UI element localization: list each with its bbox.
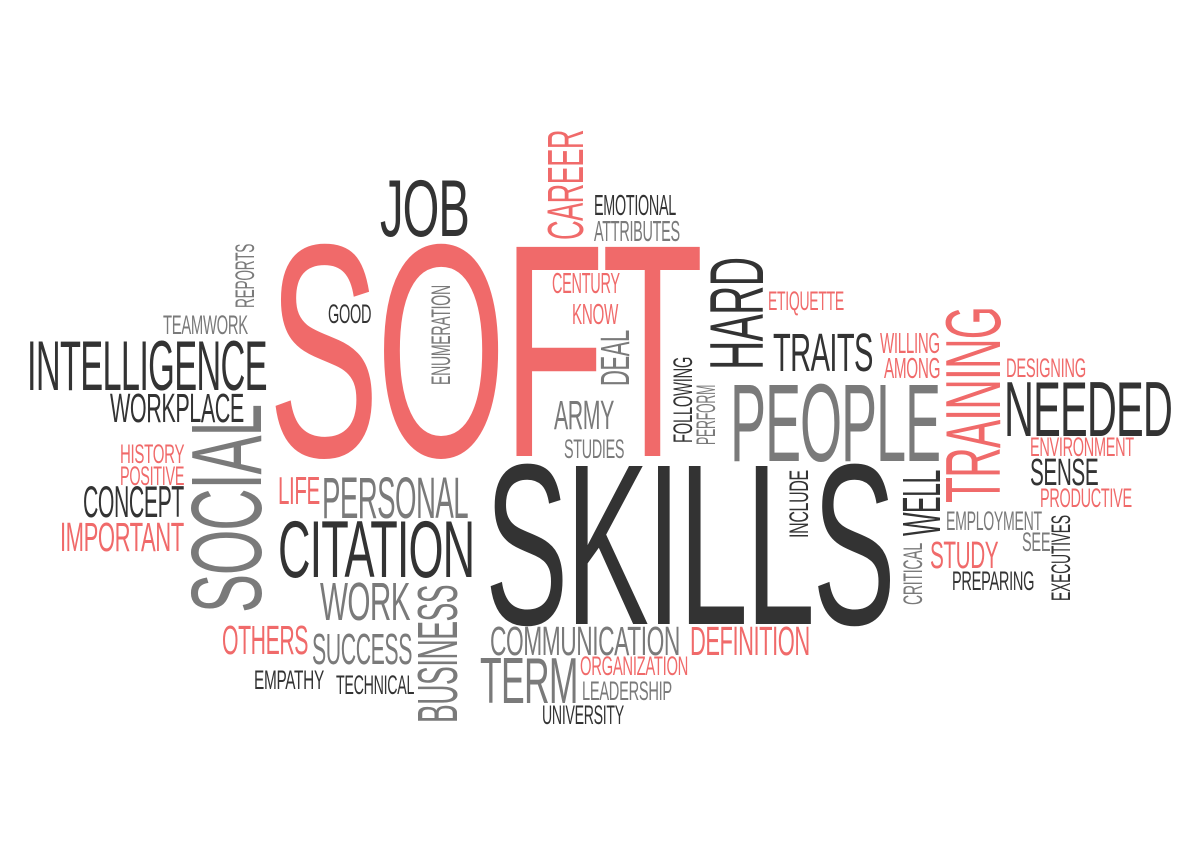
- word-preparing: PREPARING: [952, 566, 1035, 597]
- word-life: LIFE: [278, 469, 320, 513]
- word-designing: DESIGNING: [1006, 353, 1086, 384]
- word-intelligence: INTELLIGENCE: [27, 325, 268, 405]
- word-employment: EMPLOYMENT: [946, 506, 1042, 537]
- word-business: BUSINESS: [406, 585, 470, 723]
- word-positive: POSITIVE: [120, 461, 185, 492]
- word-skills: SKILLS: [485, 416, 896, 674]
- word-among: AMONG: [884, 353, 941, 386]
- word-etiquette: ETIQUETTE: [768, 286, 844, 317]
- word-work: WORK: [320, 571, 410, 632]
- word-good: GOOD: [328, 299, 372, 330]
- word-soft: SOFT: [268, 182, 704, 522]
- word-workplace: WORKPLACE: [110, 384, 244, 431]
- word-others: OTHERS: [222, 616, 309, 663]
- word-attributes: ATTRIBUTES: [594, 216, 680, 249]
- word-organization: ORGANIZATION: [580, 651, 689, 682]
- word-see: SEE: [1022, 527, 1051, 558]
- word-executives: EXECUTIVES: [1046, 515, 1077, 601]
- word-century: CENTURY: [552, 268, 620, 301]
- word-social: SOCIAL: [171, 405, 283, 613]
- word-reports: REPORTS: [230, 243, 261, 308]
- word-personal: PERSONAL: [322, 466, 469, 532]
- word-include: INCLUDE: [784, 470, 815, 538]
- word-traits: TRAITS: [773, 322, 873, 383]
- word-enumeration: ENUMERATION: [426, 285, 457, 385]
- word-willing: WILLING: [880, 328, 940, 361]
- word-army: ARMY: [554, 391, 614, 438]
- word-history: HISTORY: [120, 439, 185, 470]
- word-critical: CRITICAL: [898, 543, 929, 605]
- word-deal: DEAL: [591, 330, 638, 386]
- word-environment: ENVIRONMENT: [1030, 432, 1134, 463]
- word-needed: NEEDED: [1004, 364, 1173, 453]
- word-career: CAREER: [537, 130, 595, 240]
- word-well: WELL: [891, 470, 952, 536]
- word-perform: PERFORM: [691, 384, 722, 445]
- word-citation: CITATION: [278, 505, 475, 596]
- word-teamwork: TEAMWORK: [163, 310, 248, 341]
- word-university: UNIVERSITY: [542, 700, 624, 731]
- word-people: PEOPLE: [730, 361, 941, 485]
- word-know: KNOW: [572, 299, 618, 332]
- word-important: IMPORTANT: [60, 513, 184, 560]
- word-study: STUDY: [930, 535, 999, 578]
- word-definition: DEFINITION: [690, 617, 810, 664]
- word-empathy: EMPATHY: [254, 665, 324, 696]
- word-hard: HARD: [695, 257, 781, 370]
- word-productive: PRODUCTIVE: [1040, 483, 1132, 514]
- word-term: TERM: [480, 643, 578, 717]
- word-studies: STUDIES: [564, 434, 625, 465]
- word-communication: COMMUNICATION: [490, 617, 680, 664]
- word-concept: CONCEPT: [83, 478, 184, 528]
- word-leadership: LEADERSHIP: [582, 676, 672, 707]
- word-emotional: EMOTIONAL: [594, 190, 676, 223]
- word-success: SUCCESS: [312, 626, 412, 675]
- word-technical: TECHNICAL: [336, 670, 415, 701]
- word-job: JOB: [380, 164, 470, 255]
- word-sense: SENSE: [1030, 452, 1099, 495]
